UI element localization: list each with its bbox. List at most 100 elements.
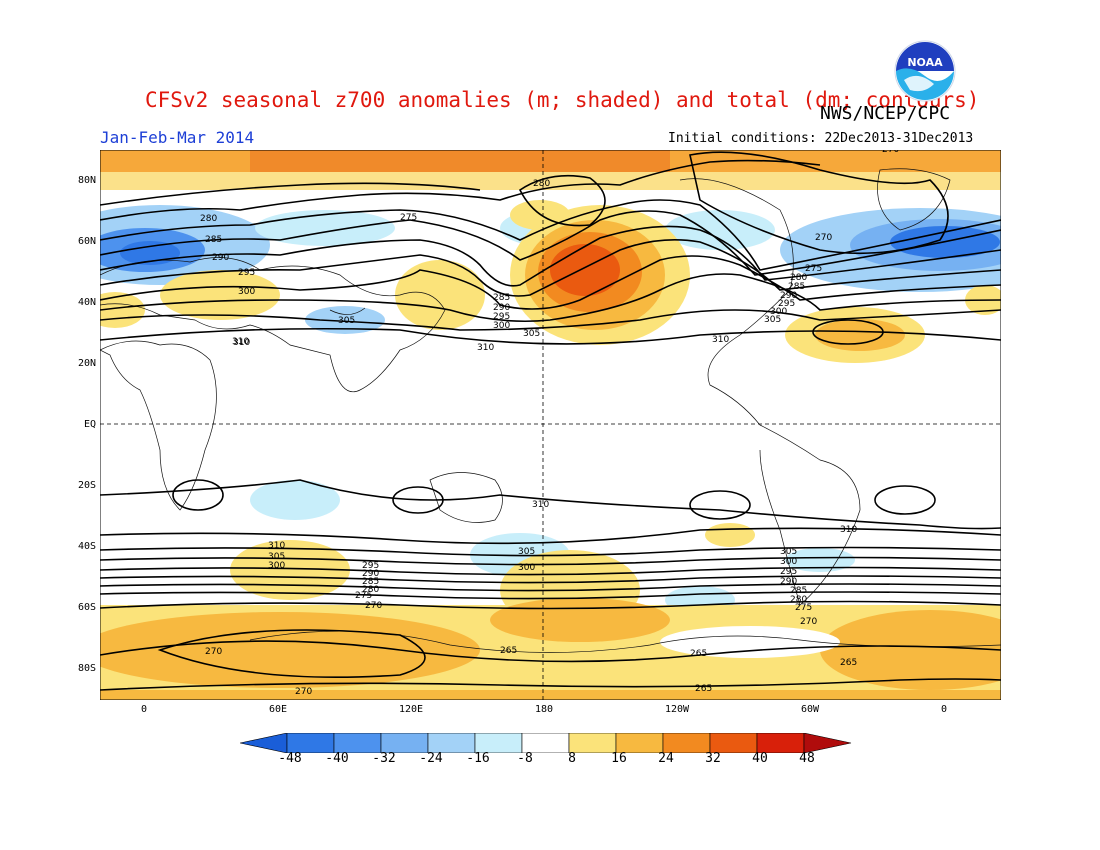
contour-label: 300 <box>493 321 510 331</box>
contour-label: 295 <box>778 299 795 309</box>
contour-label: 265 <box>500 646 517 656</box>
contour-label: 290 <box>362 569 379 579</box>
contour-label: 310 <box>477 343 494 353</box>
contour-label: 265 <box>695 684 712 694</box>
contour-label: 290 <box>212 253 229 263</box>
colorbar-label: 16 <box>611 751 627 766</box>
colorbar-label: -32 <box>372 751 396 766</box>
lat-label: 80S <box>77 663 96 674</box>
contour-label: 290 <box>780 577 797 587</box>
contour-label: 270 <box>365 601 382 611</box>
contour-label: 270 <box>295 687 312 697</box>
colorbar-swatch <box>521 733 570 753</box>
contour-label: 310 <box>233 338 250 348</box>
contour-label: 310 <box>268 541 285 551</box>
contour-label: 280 <box>790 595 807 605</box>
contour-label: 300 <box>238 287 255 297</box>
contour-label: 280 <box>790 273 807 283</box>
logo-text: NOAA <box>907 56 943 69</box>
agency-label: NWS/NCEP/CPC <box>820 103 951 124</box>
initial-conditions-label: Initial conditions: 22Dec2013-31Dec2013 <box>668 131 974 146</box>
contour-label: 285 <box>788 282 805 292</box>
colorbar-swatch <box>474 733 523 753</box>
lon-label: 0 <box>940 704 948 715</box>
colorbar-swatch <box>568 733 617 753</box>
contour-label: 290 <box>780 291 797 301</box>
lon-label: 0 <box>140 704 148 715</box>
colorbar-swatch <box>709 733 758 753</box>
height-contours <box>100 151 1001 691</box>
contour-label: 310 <box>532 500 549 510</box>
contour-label: 265 <box>840 658 857 668</box>
contour-label: 270 <box>800 617 817 627</box>
colorbar-label: 40 <box>752 751 768 766</box>
colorbar-swatch <box>615 733 664 753</box>
contour-labels: 280 285 290 295 300 305 310 275 285 290 … <box>200 150 899 697</box>
colorbar-swatch <box>803 733 852 753</box>
contour-label: 300 <box>518 563 535 573</box>
lat-label: 60N <box>77 236 96 247</box>
contour-label: 300 <box>780 557 797 567</box>
lon-label: 60E <box>268 704 288 715</box>
contour-label: 280 <box>200 214 217 224</box>
contour-label: 295 <box>780 567 797 577</box>
lon-label: 120E <box>398 704 424 715</box>
contour-label: 285 <box>205 235 222 245</box>
colorbar-label: -48 <box>278 751 302 766</box>
lat-label: 40N <box>77 297 96 308</box>
contour-label: 305 <box>523 329 540 339</box>
contour-label: 300 <box>268 561 285 571</box>
contour-label: 310 <box>232 337 249 347</box>
colorbar-label: -24 <box>419 751 443 766</box>
lon-label: 180 <box>534 704 554 715</box>
colorbar-swatch <box>333 733 382 753</box>
contour-label: 295 <box>362 561 379 571</box>
contour-label: 280 <box>533 179 550 189</box>
contour-label: 300 <box>770 307 787 317</box>
colorbar-swatch <box>240 733 288 753</box>
colorbar-label: 8 <box>568 751 576 766</box>
season-label: Jan-Feb-Mar 2014 <box>100 128 255 147</box>
map-title: CFSv2 seasonal z700 anomalies (m; shaded… <box>145 88 980 112</box>
contour-label: 290 <box>493 303 510 313</box>
nh-negative-anomalies <box>100 205 1001 334</box>
contour-label: 305 <box>764 315 781 325</box>
contour-label: 285 <box>493 293 510 303</box>
colorbar-label: 24 <box>658 751 674 766</box>
lat-label: 40S <box>77 541 96 552</box>
colorbar-label: -40 <box>325 751 349 766</box>
colorbar-label: 32 <box>705 751 721 766</box>
lat-label: 60S <box>77 602 96 613</box>
lat-label: 80N <box>77 175 96 186</box>
contour-label: 280 <box>362 585 379 595</box>
contour-label: 305 <box>268 552 285 562</box>
contour-label: 305 <box>518 547 535 557</box>
contour-label: 270 <box>205 647 222 657</box>
contour-label: 310 <box>840 525 857 535</box>
contour-label: 270 <box>815 233 832 243</box>
contour-label: 305 <box>780 547 797 557</box>
contour-label: 285 <box>790 586 807 596</box>
lat-label: 20N <box>77 358 96 369</box>
contour-label: 270 <box>882 150 899 155</box>
map-plot: 280 285 290 295 300 305 310 275 285 290 … <box>100 150 1001 700</box>
contour-label: 305 <box>338 316 355 326</box>
colorbar <box>240 733 852 753</box>
colorbar-swatch <box>286 733 335 753</box>
noaa-logo-icon: NOAA <box>894 40 956 102</box>
colorbar-swatch <box>662 733 711 753</box>
lon-label: 120W <box>664 704 690 715</box>
colorbar-label: -16 <box>466 751 490 766</box>
contour-label: 285 <box>362 577 379 587</box>
contour-label: 275 <box>795 603 812 613</box>
contour-label: 310 <box>712 335 729 345</box>
contour-label: 275 <box>400 213 417 223</box>
colorbar-swatch <box>756 733 805 753</box>
colorbar-swatch <box>427 733 476 753</box>
antarctic-positive-anomaly <box>100 598 1001 700</box>
lat-label: 20S <box>77 480 96 491</box>
reference-lines <box>100 150 1001 700</box>
colorbar-label: -8 <box>517 751 533 766</box>
contour-label: 295 <box>493 312 510 322</box>
lon-label: 60W <box>800 704 820 715</box>
